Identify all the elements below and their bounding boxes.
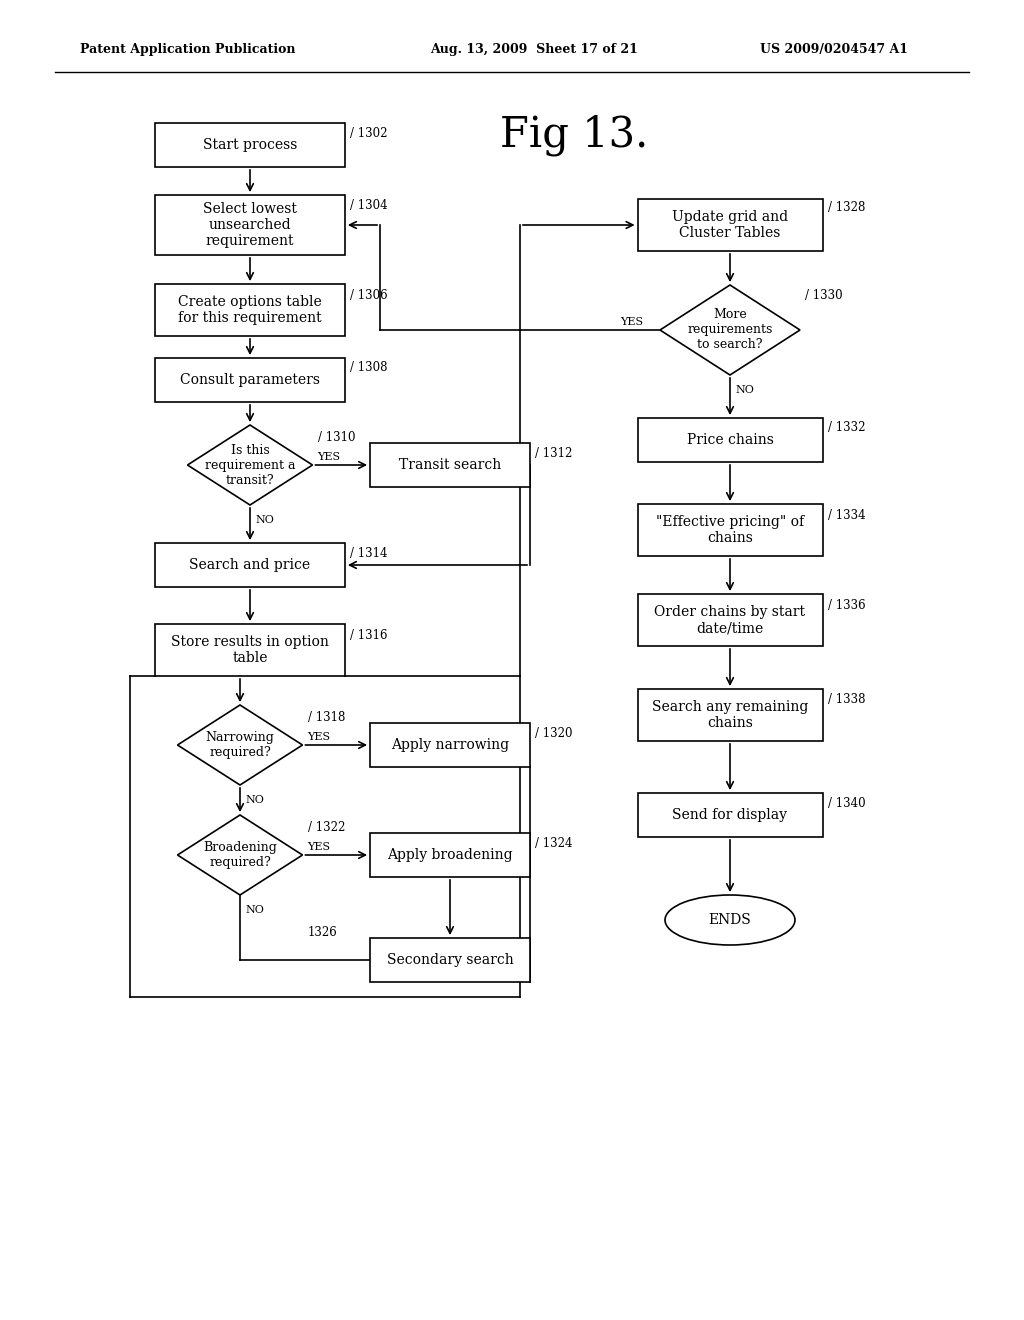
Text: Select lowest
unsearched
requirement: Select lowest unsearched requirement xyxy=(203,202,297,248)
Text: YES: YES xyxy=(307,842,331,851)
Bar xyxy=(370,444,530,487)
Text: Update grid and
Cluster Tables: Update grid and Cluster Tables xyxy=(672,210,788,240)
Text: / 1312: / 1312 xyxy=(535,446,572,459)
Bar xyxy=(155,284,345,337)
Text: NO: NO xyxy=(255,515,273,525)
Text: Search any remaining
chains: Search any remaining chains xyxy=(652,700,808,730)
Bar xyxy=(155,195,345,255)
Ellipse shape xyxy=(665,895,795,945)
Text: Apply broadening: Apply broadening xyxy=(387,847,513,862)
Text: / 1308: / 1308 xyxy=(350,362,387,375)
Text: / 1338: / 1338 xyxy=(827,693,865,706)
Text: US 2009/0204547 A1: US 2009/0204547 A1 xyxy=(760,44,908,57)
Text: / 1310: / 1310 xyxy=(317,430,355,444)
Text: / 1304: / 1304 xyxy=(350,198,388,211)
Text: YES: YES xyxy=(307,733,331,742)
Text: Create options table
for this requirement: Create options table for this requiremen… xyxy=(178,294,322,325)
Text: / 1302: / 1302 xyxy=(350,127,387,140)
Polygon shape xyxy=(660,285,800,375)
Text: YES: YES xyxy=(317,451,341,462)
Text: NO: NO xyxy=(735,385,754,395)
Bar xyxy=(638,689,822,741)
Bar xyxy=(638,594,822,645)
Text: / 1316: / 1316 xyxy=(350,628,387,642)
Text: Transit search: Transit search xyxy=(399,458,501,473)
Text: Narrowing
required?: Narrowing required? xyxy=(206,731,274,759)
Text: ENDS: ENDS xyxy=(709,913,752,927)
Bar xyxy=(155,123,345,168)
Bar xyxy=(370,723,530,767)
Bar xyxy=(638,199,822,251)
Text: NO: NO xyxy=(245,795,264,805)
Text: / 1320: / 1320 xyxy=(535,726,572,739)
Text: Patent Application Publication: Patent Application Publication xyxy=(80,44,296,57)
Bar xyxy=(370,939,530,982)
Text: 1326: 1326 xyxy=(307,925,337,939)
Text: NO: NO xyxy=(245,906,264,915)
Bar xyxy=(638,504,822,556)
Bar xyxy=(638,418,822,462)
Text: / 1322: / 1322 xyxy=(307,821,345,833)
Text: Aug. 13, 2009  Sheet 17 of 21: Aug. 13, 2009 Sheet 17 of 21 xyxy=(430,44,638,57)
Bar xyxy=(155,624,345,676)
Text: Store results in option
table: Store results in option table xyxy=(171,635,329,665)
Text: / 1332: / 1332 xyxy=(827,421,865,434)
Bar xyxy=(155,358,345,403)
Text: / 1336: / 1336 xyxy=(827,598,865,611)
Text: / 1334: / 1334 xyxy=(827,508,865,521)
Polygon shape xyxy=(177,705,302,785)
Text: Apply narrowing: Apply narrowing xyxy=(391,738,509,752)
Text: YES: YES xyxy=(620,317,643,327)
Text: Is this
requirement a
transit?: Is this requirement a transit? xyxy=(205,444,295,487)
Text: Send for display: Send for display xyxy=(673,808,787,822)
Text: Fig 13.: Fig 13. xyxy=(500,114,648,156)
Text: Secondary search: Secondary search xyxy=(387,953,513,968)
Text: / 1318: / 1318 xyxy=(307,710,345,723)
Text: Price chains: Price chains xyxy=(686,433,773,447)
Text: / 1314: / 1314 xyxy=(350,546,387,560)
Bar xyxy=(638,793,822,837)
Text: Consult parameters: Consult parameters xyxy=(180,374,319,387)
Text: Start process: Start process xyxy=(203,139,297,152)
Text: / 1330: / 1330 xyxy=(805,289,843,301)
Bar xyxy=(370,833,530,876)
Text: Order chains by start
date/time: Order chains by start date/time xyxy=(654,605,806,635)
Polygon shape xyxy=(177,814,302,895)
Text: / 1324: / 1324 xyxy=(535,837,572,850)
Text: / 1340: / 1340 xyxy=(827,796,865,809)
Text: "Effective pricing" of
chains: "Effective pricing" of chains xyxy=(656,515,804,545)
Polygon shape xyxy=(187,425,312,506)
Text: More
requirements
to search?: More requirements to search? xyxy=(687,309,773,351)
Text: Search and price: Search and price xyxy=(189,558,310,572)
Text: / 1328: / 1328 xyxy=(827,201,865,214)
Bar xyxy=(155,543,345,587)
Text: / 1306: / 1306 xyxy=(350,289,388,301)
Text: Broadening
required?: Broadening required? xyxy=(203,841,276,869)
